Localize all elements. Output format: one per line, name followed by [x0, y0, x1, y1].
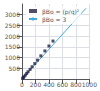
svg-text:600: 600	[57, 81, 69, 88]
svg-text:500: 500	[9, 65, 21, 72]
svg-text:1500: 1500	[5, 43, 20, 50]
svg-text:800: 800	[70, 81, 82, 88]
svg-text:1000: 1000	[82, 81, 97, 88]
svg-text:3000: 3000	[5, 11, 20, 18]
svg-text:2000: 2000	[5, 33, 20, 40]
svg-text:200: 200	[30, 81, 42, 88]
svg-text:1000: 1000	[5, 54, 20, 61]
svg-text:0: 0	[20, 81, 24, 88]
svg-text:βBo = 3: βBo = 3	[42, 16, 66, 24]
svg-text:2500: 2500	[5, 22, 20, 29]
svg-text:400: 400	[43, 81, 55, 88]
svg-text:βBo = (p/q)²: βBo = (p/q)²	[42, 8, 80, 16]
